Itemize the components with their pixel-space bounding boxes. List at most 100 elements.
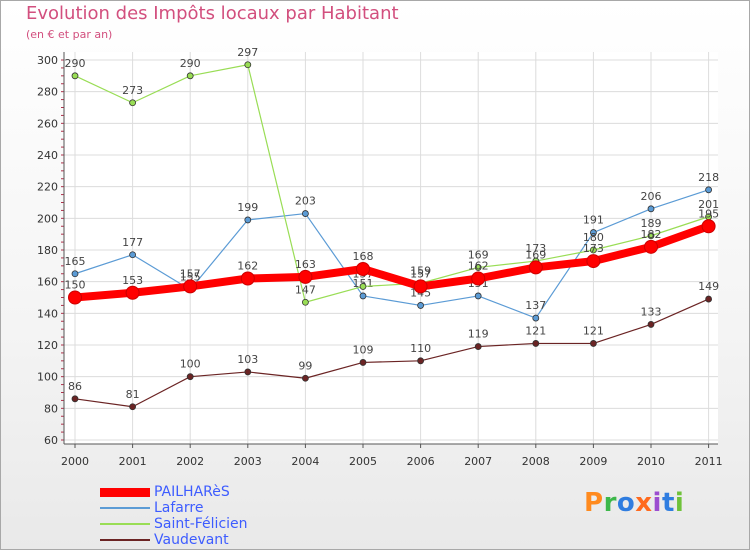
chart-title: Evolution des Impôts locaux par Habitant [26,3,399,24]
data-point [244,368,252,376]
data-label: 195 [698,207,719,220]
legend-item: Lafarre [100,500,320,516]
data-label: 100 [180,358,201,371]
data-label: 99 [298,359,312,372]
legend-swatch [100,539,150,541]
data-point [356,262,370,276]
data-label: 162 [468,260,489,273]
data-label: 199 [237,201,258,214]
x-tick-label: 2004 [291,455,319,468]
x-tick-label: 2009 [579,455,607,468]
data-point [590,246,597,254]
data-point [417,302,425,309]
logo-letter: P [584,488,604,518]
x-tick-label: 2001 [119,455,147,468]
legend-swatch [100,507,150,509]
data-point [417,357,425,365]
data-point [590,229,597,236]
data-label: 290 [180,57,201,70]
data-label: 297 [237,46,258,59]
data-label: 133 [641,305,662,318]
y-tick-label: 240 [37,149,58,162]
data-point [244,61,252,69]
data-label: 157 [410,267,431,280]
y-tick-label: 160 [37,276,58,289]
y-tick-label: 80 [44,402,58,415]
x-tick-label: 2011 [695,455,723,468]
data-point [301,298,309,306]
x-tick-label: 2005 [349,455,377,468]
data-label: 163 [295,258,316,271]
legend-swatch [100,487,150,497]
data-point [68,290,82,305]
data-point [298,269,313,284]
data-label: 110 [410,342,431,355]
data-point [359,359,367,366]
data-point [244,216,252,224]
data-label: 103 [237,353,258,366]
data-point [474,343,482,350]
y-tick-label: 60 [44,434,58,447]
data-point [129,251,137,259]
data-label: 121 [583,324,604,337]
data-point [129,99,137,107]
data-label: 109 [353,343,374,356]
data-label: 157 [180,267,201,280]
series-line-vaudevant [74,298,710,408]
data-point [186,72,194,80]
data-point [474,264,482,271]
y-tick-label: 180 [37,244,58,257]
data-label: 206 [641,190,662,203]
data-label: 149 [698,280,719,293]
data-label: 86 [68,380,82,393]
series-line-saint-f-licien [74,64,710,303]
legend-label: PAILHARèS [154,484,230,500]
x-tick-label: 2003 [234,455,262,468]
data-label: 218 [698,171,719,184]
proxiti-logo: Proxiti [584,488,684,518]
x-tick-label: 2000 [61,455,89,468]
data-point [647,321,655,328]
legend-label: Vaudevant [154,532,229,548]
legend-label: Saint-Félicien [154,516,248,532]
y-tick-label: 100 [37,371,58,384]
data-label: 189 [641,217,662,230]
data-label: 173 [583,242,604,255]
data-label: 168 [353,250,374,263]
data-label: 273 [122,84,143,97]
logo-letter: r [603,488,617,518]
data-point [590,340,597,347]
data-label: 162 [237,260,258,273]
data-point [705,295,712,303]
y-tick-label: 300 [37,54,58,67]
data-label: 201 [698,198,719,211]
data-point [705,186,712,194]
data-point [528,260,543,275]
y-tick-label: 200 [37,212,58,225]
y-tick-label: 260 [37,117,58,130]
data-label: 137 [525,299,546,312]
data-label: 165 [65,255,86,268]
data-point [183,279,198,294]
x-tick-label: 2006 [407,455,435,468]
data-point [186,373,194,381]
x-tick-label: 2010 [637,455,665,468]
data-label: 182 [641,228,662,241]
data-label: 81 [126,388,140,401]
data-point [359,283,367,290]
data-point [129,403,137,411]
data-point [644,239,658,254]
plot-area [64,52,718,444]
logo-letter: i [674,488,685,518]
logo-letter: x [635,488,653,518]
data-point [532,314,540,322]
data-point [532,340,540,347]
data-label: 153 [122,274,143,287]
x-tick-label: 2008 [522,455,550,468]
y-tick-label: 120 [37,339,58,352]
legend-label: Lafarre [154,500,204,516]
data-label: 121 [525,324,546,337]
data-point [413,279,428,294]
legend-item: Saint-Félicien [100,516,320,532]
